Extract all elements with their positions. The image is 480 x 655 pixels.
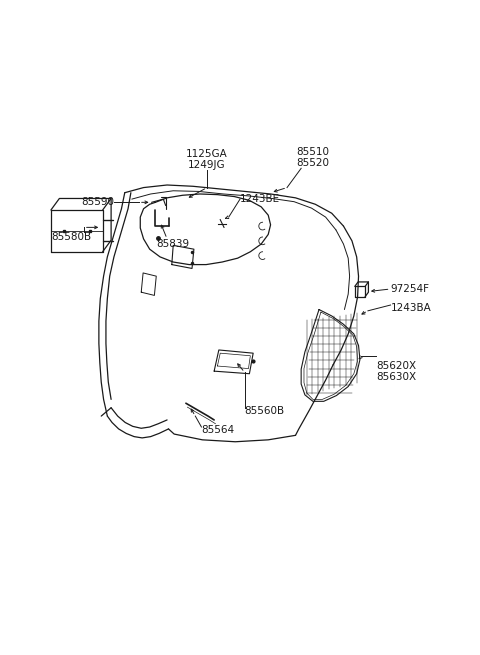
- Text: 1243BE: 1243BE: [240, 194, 280, 204]
- Text: 85580B: 85580B: [51, 233, 91, 242]
- Text: 85510
85520: 85510 85520: [297, 147, 329, 168]
- Text: 1243BA: 1243BA: [391, 303, 431, 313]
- Text: 1125GA
1249JG: 1125GA 1249JG: [186, 149, 228, 170]
- Text: 85839: 85839: [156, 239, 190, 249]
- Text: 97254F: 97254F: [391, 284, 430, 294]
- Text: 85590: 85590: [81, 197, 114, 208]
- Text: 85560B: 85560B: [245, 406, 285, 416]
- Text: 85620X
85630X: 85620X 85630X: [376, 361, 417, 383]
- Text: 85564: 85564: [202, 425, 235, 435]
